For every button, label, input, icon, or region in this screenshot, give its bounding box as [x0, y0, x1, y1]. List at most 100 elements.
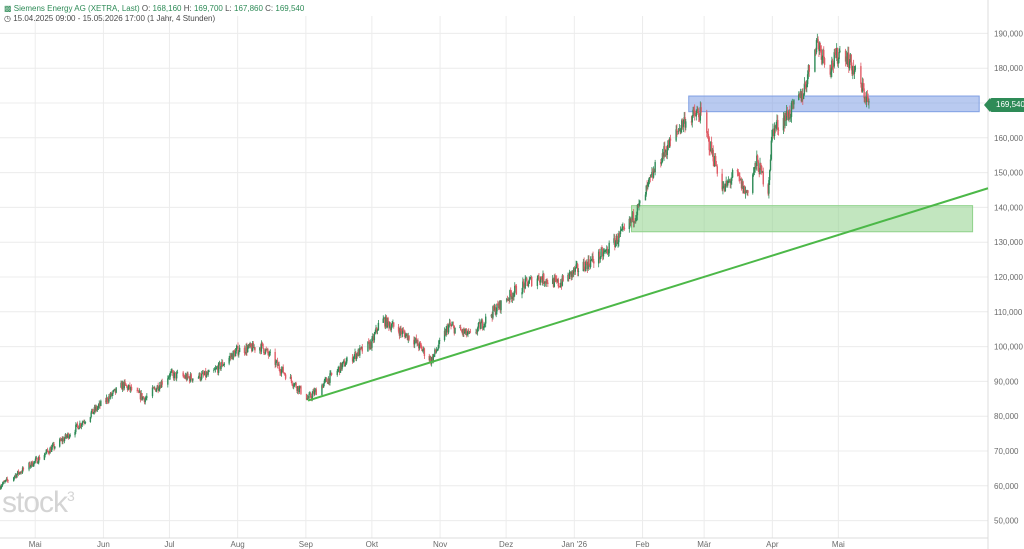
candle-body: [141, 393, 143, 400]
candle-body: [278, 364, 280, 370]
candle-body: [310, 397, 313, 399]
candle-body: [819, 45, 822, 50]
candle-body: [446, 326, 448, 329]
candle-body: [36, 457, 38, 464]
candle-body: [805, 84, 807, 88]
candle-body: [137, 390, 139, 392]
candle-body: [112, 391, 114, 394]
candle-body: [236, 345, 238, 349]
candle-body: [591, 256, 593, 260]
candle-body: [698, 117, 701, 121]
candle-body: [139, 391, 142, 400]
candle-body: [417, 340, 419, 346]
candle-body: [685, 121, 687, 128]
candle-body: [539, 280, 541, 283]
candle-body: [17, 470, 19, 475]
candle-body: [514, 285, 517, 287]
candle-body: [176, 372, 179, 374]
candle-body: [4, 481, 6, 482]
candle-body: [158, 389, 160, 391]
candle-body: [197, 377, 200, 379]
candle-body: [758, 171, 760, 175]
candle-body: [569, 271, 572, 273]
candle-body: [326, 378, 328, 382]
candle-body: [54, 446, 56, 449]
candle-body: [761, 171, 764, 173]
candle-body: [421, 346, 423, 351]
candle-body: [357, 349, 359, 357]
candle-body: [585, 261, 588, 264]
candle-body: [860, 66, 862, 85]
candle-body: [295, 383, 297, 388]
candle-body: [575, 264, 577, 268]
candle-body: [675, 129, 677, 141]
candle-body: [43, 455, 46, 460]
candle-body: [352, 358, 355, 362]
candle-body: [238, 352, 240, 355]
x-tick-label: Jan '26: [562, 540, 588, 549]
candle-body: [280, 369, 283, 374]
candle-body: [592, 256, 594, 262]
candle-body: [752, 174, 754, 193]
candle-body: [351, 357, 354, 362]
candle-body: [863, 88, 865, 99]
candle-body: [413, 339, 415, 345]
chart-header-range: ◷ 15.04.2025 09:00 - 15.05.2026 17:00 (1…: [4, 14, 215, 23]
candle-body: [109, 396, 111, 398]
candle-body: [221, 361, 223, 367]
support-trendline: [307, 187, 989, 402]
candle-body: [731, 169, 734, 178]
candle-body: [819, 45, 821, 52]
candle-body: [568, 274, 570, 279]
candle-body: [613, 238, 615, 243]
candle-body: [865, 97, 867, 103]
candle-body: [823, 49, 825, 59]
candle-body: [469, 331, 472, 333]
candle-body: [616, 235, 618, 244]
candle-body: [189, 374, 192, 382]
candle-body: [531, 277, 533, 286]
trendline-layer: [307, 187, 989, 402]
candle-body: [839, 50, 841, 53]
candle-body: [459, 327, 462, 331]
high-value: 169,700: [193, 4, 223, 13]
candle-body: [79, 423, 82, 427]
candle-body: [574, 267, 576, 272]
candle-body: [649, 177, 652, 178]
candle-body: [559, 286, 561, 287]
candle-body: [168, 376, 171, 378]
candle-body: [3, 481, 5, 483]
candle-body: [465, 328, 468, 336]
y-tick-label: 120,000: [994, 273, 1023, 282]
candle-body: [774, 125, 777, 129]
candle-body: [248, 344, 251, 347]
candle-body: [422, 350, 424, 352]
candle-body: [467, 330, 469, 334]
candle-body: [21, 467, 24, 473]
candle-body: [384, 318, 386, 327]
candle-body: [653, 170, 656, 173]
candle-body: [100, 400, 102, 406]
candle-body: [298, 387, 301, 393]
candle-body: [323, 380, 326, 384]
candle-body: [355, 352, 357, 360]
candle-body: [447, 326, 449, 333]
candle-body: [769, 159, 772, 171]
candle-body: [222, 364, 225, 366]
candle-body: [480, 320, 483, 324]
candle-body: [249, 343, 251, 347]
candle-body: [31, 461, 33, 467]
candle-body: [385, 316, 388, 328]
candle-body: [782, 117, 785, 131]
candle-body: [129, 385, 131, 390]
candle-body: [145, 397, 147, 400]
candle-body: [434, 349, 437, 352]
candle-body: [680, 127, 682, 133]
candle-body: [80, 424, 83, 427]
candle-body: [668, 140, 670, 148]
candle-body: [476, 327, 479, 332]
candle-body: [480, 323, 482, 329]
candle-body: [253, 347, 255, 349]
